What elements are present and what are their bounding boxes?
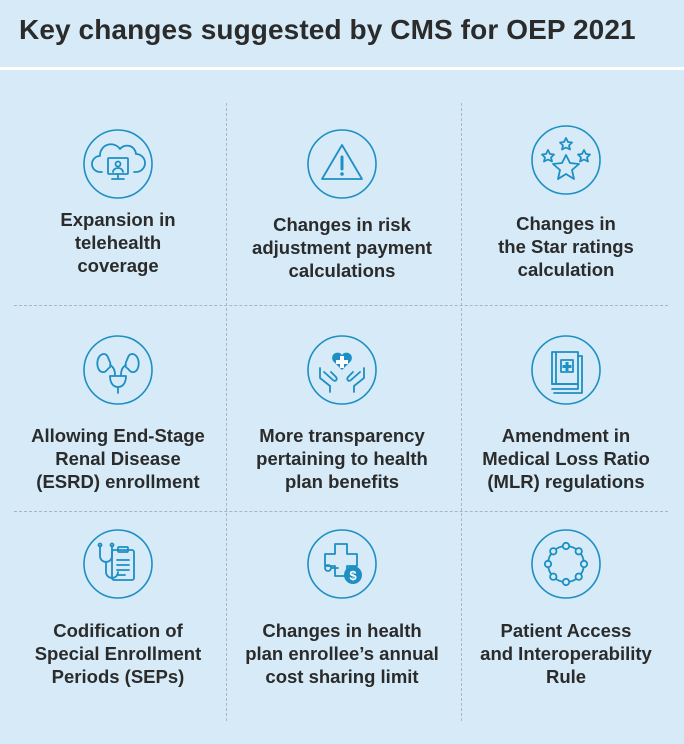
hands-heart-icon (306, 334, 378, 406)
medical-cost-icon: $ (306, 528, 378, 600)
item-label: Codification of Special Enrollment Perio… (34, 620, 202, 687)
item-label: More transparency pertaining to health p… (256, 425, 428, 492)
item-label: Amendment in Medical Loss Ratio (MLR) re… (482, 425, 650, 492)
item-label: Changes in the Star ratings calculation (498, 213, 634, 280)
item-label: Allowing End-Stage Renal Disease (ESRD) … (31, 425, 205, 492)
cloud-telehealth-icon (82, 128, 154, 200)
item-label: Changes in health plan enrollee’s annual… (245, 620, 439, 687)
grid-divider-vertical-2 (461, 103, 462, 721)
page-title: Key changes suggested by CMS for OEP 202… (19, 14, 636, 45)
stethoscope-clipboard-icon (82, 528, 154, 600)
item-label: Expansion in telehealth coverage (60, 209, 176, 276)
grid-divider-horizontal-1 (14, 305, 668, 306)
kidney-icon (82, 334, 154, 406)
interoperability-ring-icon (530, 528, 602, 600)
item-label: Changes in risk adjustment payment calcu… (252, 214, 432, 281)
grid-divider-horizontal-2 (14, 511, 668, 512)
item-label: Patient Access and Interoperability Rule (480, 620, 652, 687)
medical-book-icon (530, 334, 602, 406)
warning-triangle-icon (306, 128, 378, 200)
header: Key changes suggested by CMS for OEP 202… (0, 0, 684, 70)
svg-text:$: $ (349, 568, 357, 583)
stars-icon (530, 124, 602, 196)
grid-divider-vertical-1 (226, 103, 227, 721)
